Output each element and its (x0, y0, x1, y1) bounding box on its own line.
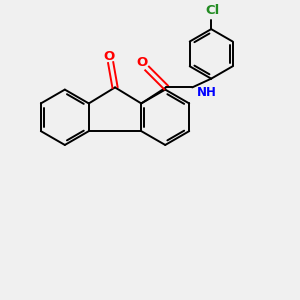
Text: NH: NH (196, 86, 217, 99)
Text: Cl: Cl (206, 4, 220, 17)
Text: O: O (103, 50, 115, 63)
Text: O: O (136, 56, 148, 69)
